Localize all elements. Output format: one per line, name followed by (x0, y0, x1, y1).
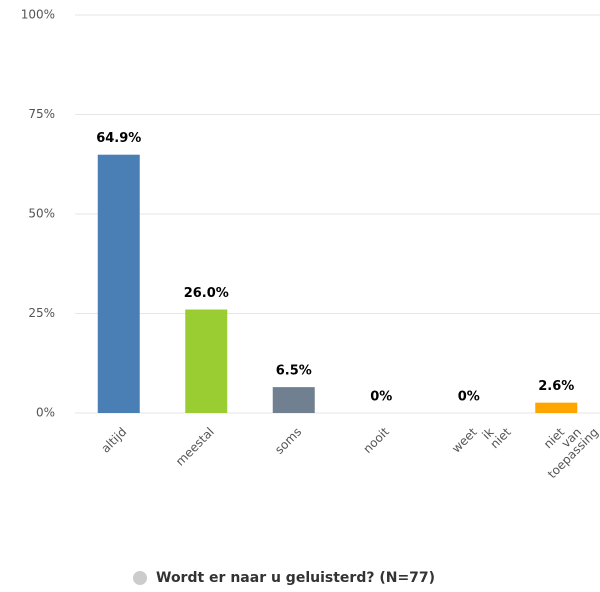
data-label: 64.9% (96, 131, 141, 146)
y-tick-label: 50% (28, 207, 55, 221)
data-label: 26.0% (184, 286, 229, 301)
bar (272, 387, 315, 413)
data-label: 0% (458, 390, 480, 405)
x-tick-label: nooit (361, 424, 393, 456)
y-tick-label: 0% (36, 406, 55, 420)
x-tick-label: altijd (98, 425, 129, 456)
bar (97, 154, 140, 413)
data-label: 0% (370, 390, 392, 405)
y-tick-label: 25% (28, 306, 55, 320)
data-label: 2.6% (538, 379, 574, 394)
bar (185, 309, 228, 413)
data-label: 6.5% (276, 364, 312, 379)
x-tick-label: niet van toepassing (525, 408, 600, 484)
bar (535, 402, 578, 413)
legend-label: Wordt er naar u geluisterd? (N=77) (156, 570, 435, 586)
x-tick-label: meestal (173, 425, 217, 469)
y-tick-label: 100% (21, 8, 55, 22)
x-tick-label: soms (272, 425, 304, 457)
legend-marker (133, 571, 147, 585)
y-tick-label: 75% (28, 107, 55, 121)
x-tick-label: weet ik niet (449, 408, 514, 473)
